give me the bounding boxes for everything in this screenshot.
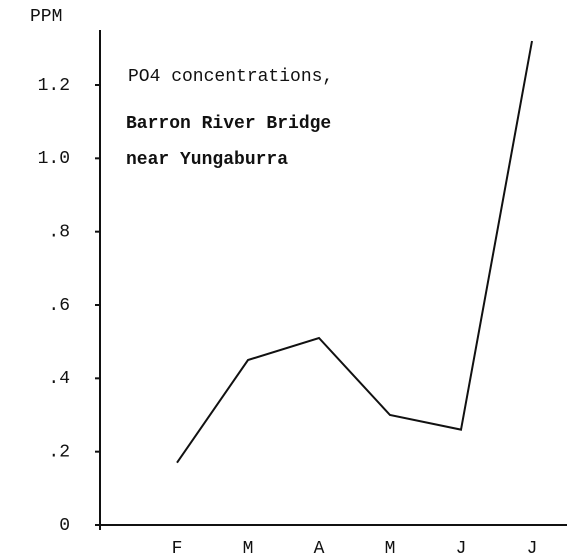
y-tick-label: 0 [59, 516, 70, 536]
chart-title: near Yungaburra [126, 150, 288, 170]
y-tick-label: .8 [48, 222, 70, 242]
x-tick-label: J [527, 539, 538, 558]
y-tick-label: .6 [48, 296, 70, 316]
x-tick-label: J [456, 539, 467, 558]
data-line [176, 40, 533, 464]
chart-title: Barron River Bridge [126, 114, 331, 134]
chart-title: PO4 concentrations, [128, 67, 333, 87]
y-tick-label: .4 [48, 369, 70, 389]
x-tick-label: M [385, 539, 396, 558]
y-tick-label: 1.2 [38, 76, 70, 96]
y-axis-label: PPM [30, 7, 62, 27]
y-tick-label: 1.0 [38, 149, 70, 169]
y-tick-label: .2 [48, 442, 70, 462]
x-tick-label: A [314, 539, 325, 558]
x-tick-label: F [172, 539, 183, 558]
x-tick-label: M [243, 539, 254, 558]
